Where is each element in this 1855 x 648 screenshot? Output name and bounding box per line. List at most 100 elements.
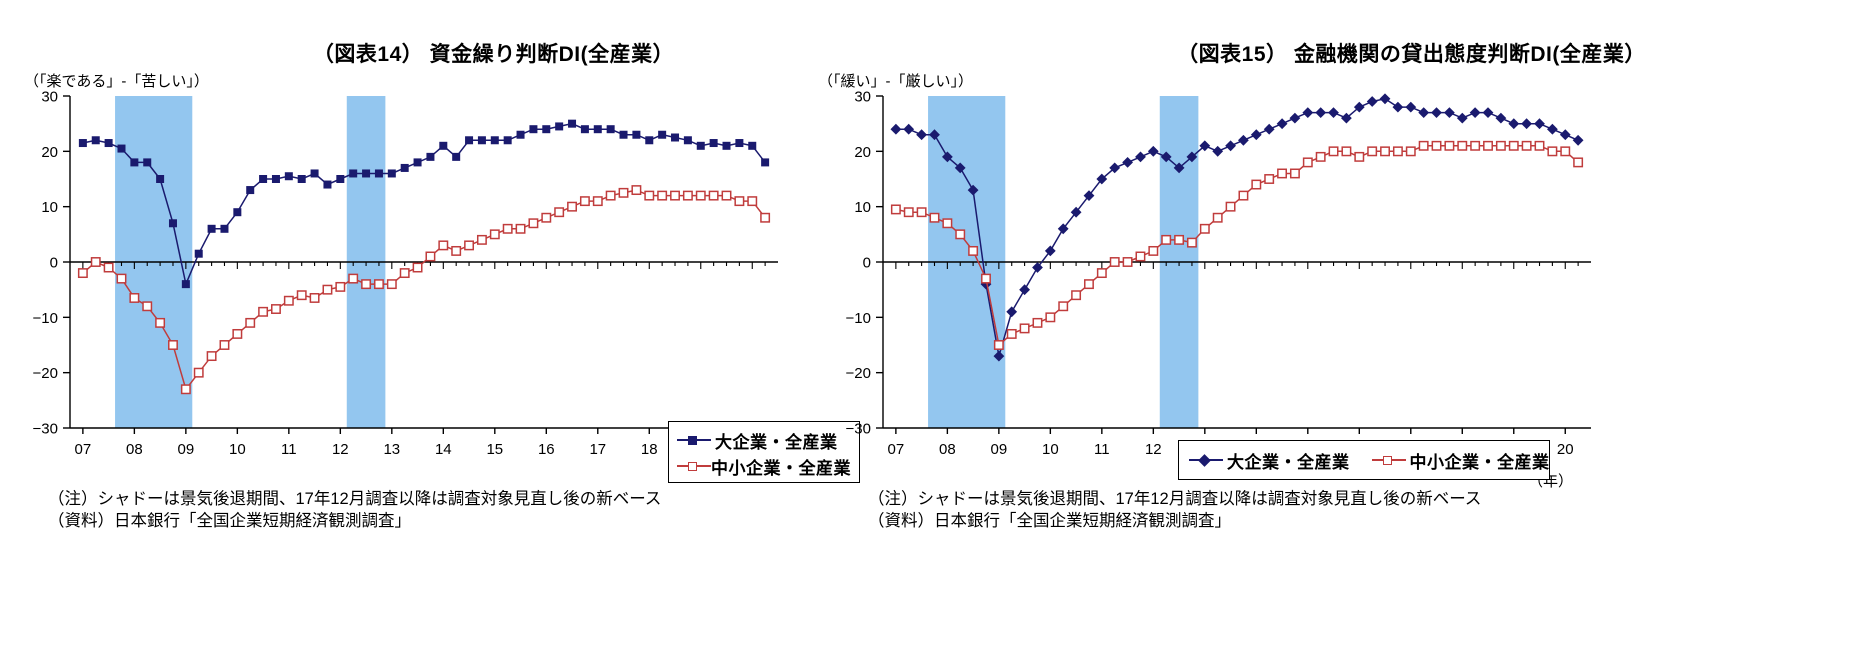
data-point [993,350,1005,362]
data-point [1328,107,1339,118]
data-point [631,185,642,196]
data-point [1006,306,1018,318]
x-tick-label: 09 [178,441,195,458]
figure-14-unit-label: （「楽である」-「苦しい」） [24,73,209,90]
data-point [903,207,914,218]
data-point [1238,134,1249,146]
data-point [734,196,745,207]
data-point [605,190,616,201]
data-point [207,224,216,233]
data-point [502,223,513,234]
data-point [1456,112,1468,124]
data-point [1508,118,1520,130]
figure-14-legend: 大企業・全産業 中小企業・全産業 [668,421,860,483]
data-point [1147,145,1159,157]
legend-label-sme: 中小企業・全産業 [711,458,851,478]
data-point [942,218,953,229]
y-tick-label: 30 [854,89,871,106]
data-point [284,172,293,181]
data-point [696,141,705,150]
data-point [90,257,101,267]
data-point [619,130,628,139]
legend-entry-sme: 中小企業・全産業 [1371,448,1550,473]
data-point [374,169,383,178]
y-tick-label: −20 [846,365,871,382]
figure-15-plot: −30−20−100102030070809101112131415161718… [813,88,1613,488]
data-point [1560,146,1571,157]
data-point [567,201,577,212]
data-point [349,169,358,178]
data-point [1469,107,1481,118]
data-point [1238,190,1249,201]
data-point [903,123,915,135]
data-point [1006,328,1017,339]
data-point [1109,257,1120,267]
data-point [362,169,371,178]
x-tick-label: 07 [888,441,905,458]
data-point [929,212,940,223]
data-point [283,295,294,306]
figure-15-unit-label: （「緩い」-「厳しい」） [818,73,973,90]
data-point [747,196,758,207]
data-point [193,367,204,378]
data-point [156,175,165,183]
data-point [232,328,243,339]
data-point [323,180,332,189]
figure-14-source: （資料）日本銀行「全国企業短期経済観測調査」 [48,512,411,531]
data-point [399,268,410,279]
data-point [259,175,268,183]
data-point [644,190,655,201]
data-point [1225,140,1236,152]
data-point [735,139,744,148]
data-point [130,158,139,167]
data-point [890,123,902,135]
data-point [1431,140,1442,151]
data-point [1444,107,1455,118]
data-point [348,273,359,284]
data-point [220,224,229,233]
open-square-icon [677,459,711,473]
x-tick-label: 10 [1042,441,1059,458]
data-point [606,125,615,134]
data-point [1367,146,1378,157]
data-point [1019,284,1030,296]
data-point [490,136,499,145]
y-tick-label: −30 [846,421,871,438]
data-point [386,279,397,290]
data-point [528,218,539,229]
figure-15-svg: −30−20−100102030070809101112131415161718… [846,89,1591,458]
data-point [168,219,177,228]
y-tick-label: −10 [846,310,871,327]
data-point [1289,168,1300,179]
data-point [465,136,474,145]
x-tick-label: 11 [281,441,297,458]
data-point [1392,146,1403,157]
data-point [942,151,953,163]
data-point [1521,118,1532,130]
data-point [1572,134,1584,146]
data-point [271,304,281,314]
data-point [1212,212,1223,223]
data-point [1573,157,1584,168]
data-point [632,130,641,139]
figure-14-panel: （図表14） 資金繰り判断DI(全産業） （「楽である」-「苦しい」） −30−… [0,0,927,648]
data-point [1263,123,1275,135]
data-point [760,212,771,223]
data-point [1289,112,1301,124]
data-point [1302,157,1313,168]
figure-14-footnotes: （注）シャドーは景気後退期間、17年12月調査以降は調査対象見直し後の新ベース … [48,488,661,533]
legend-label-large-firms: 大企業・全産業 [1227,452,1350,472]
data-point [1470,140,1481,151]
data-point [1315,151,1326,162]
figure-15-legend: 大企業・全産業 中小企業・全産業 [1178,440,1550,480]
data-point [993,340,1004,350]
data-point [451,245,462,256]
data-point [593,125,602,134]
legend-label-sme: 中小企業・全産業 [1409,452,1550,472]
data-point [955,229,966,240]
data-point [155,317,166,328]
data-point [708,190,719,201]
y-tick-label: 20 [854,144,871,161]
data-point [103,262,114,273]
